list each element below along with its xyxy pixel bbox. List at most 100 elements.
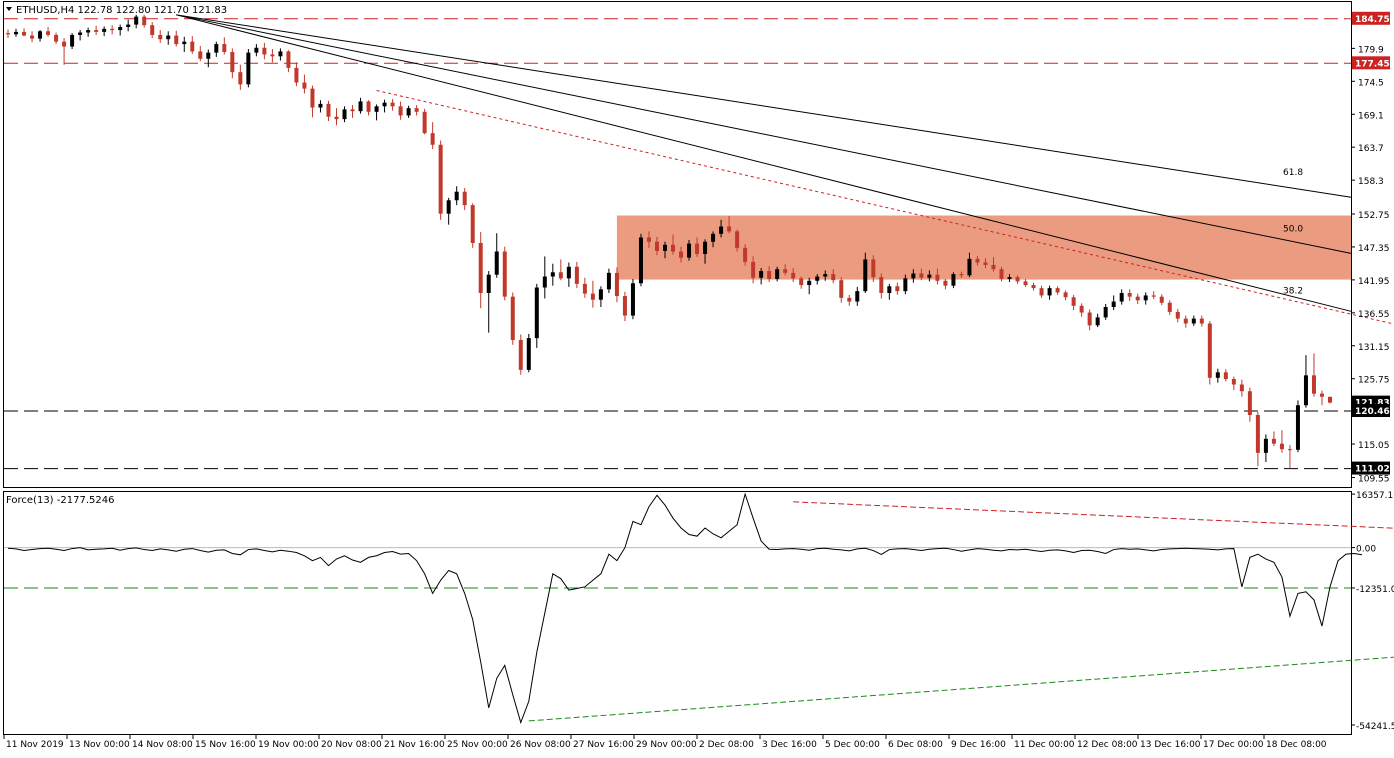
candle-body <box>815 276 820 281</box>
candle-body <box>54 34 59 42</box>
price-label: 177.45 <box>1355 59 1390 69</box>
y-tick-label: 158.3 <box>1358 177 1384 187</box>
candle-body <box>22 31 27 36</box>
candle-body <box>422 111 427 134</box>
candle-body <box>695 243 700 254</box>
candle-body <box>1039 288 1044 296</box>
candle-body <box>414 108 419 112</box>
candle-body <box>1047 288 1052 296</box>
candle-body <box>863 259 868 292</box>
candle-body <box>1023 281 1028 286</box>
candle-body <box>278 51 283 57</box>
candle-body <box>398 106 403 116</box>
candle-body <box>1199 318 1204 324</box>
candle-body <box>1055 288 1060 293</box>
candle-body <box>1247 391 1252 416</box>
candle-body <box>14 31 19 35</box>
candle-body <box>1207 323 1212 378</box>
candle-body <box>1087 312 1092 326</box>
force-y-tick-label: 16357.16 <box>1356 491 1394 501</box>
fib-fan-line <box>176 14 1352 254</box>
main-pane-frame <box>3 1 1352 488</box>
candle-body <box>334 116 339 120</box>
candle-body <box>158 34 163 40</box>
x-tick-label: 3 Dec 16:00 <box>762 740 817 750</box>
candle-body <box>142 16 147 26</box>
candle-body <box>1271 438 1276 444</box>
candle-body <box>486 274 491 293</box>
candle-body <box>6 33 10 35</box>
candle-body <box>1111 301 1116 308</box>
candle-body <box>743 247 748 262</box>
candle-body <box>975 258 980 263</box>
candle-body <box>582 283 587 294</box>
price-label-box <box>1352 403 1390 417</box>
candle-body <box>839 280 844 298</box>
y-tick-label: 179.9 <box>1358 45 1384 55</box>
candle-body <box>1239 384 1244 392</box>
candle-body <box>1135 296 1140 301</box>
indicator-header: Force(13) -2177.5246 <box>6 495 114 506</box>
x-tick-label: 27 Nov 16:00 <box>573 740 634 750</box>
x-tick-label: 11 Dec 00:00 <box>1014 740 1075 750</box>
candle-body <box>518 339 523 370</box>
candle-body <box>791 272 796 279</box>
candle-body <box>102 28 107 32</box>
candle-body <box>198 51 203 59</box>
candle-body <box>262 47 267 55</box>
candle-body <box>1263 438 1268 453</box>
candle-body <box>366 101 371 112</box>
candle-body <box>911 273 916 279</box>
x-tick-label: 19 Nov 00:00 <box>258 740 319 750</box>
candle-body <box>1015 277 1020 282</box>
price-label-box <box>1352 11 1390 25</box>
candle-body <box>671 244 676 252</box>
candle-body <box>935 274 940 281</box>
candle-body <box>1063 292 1068 298</box>
candle-body <box>550 272 555 277</box>
y-tick-label: 109.55 <box>1358 475 1390 485</box>
collapse-triangle-icon[interactable] <box>6 7 12 11</box>
candle-body <box>222 44 227 53</box>
candle-body <box>190 41 195 52</box>
candle-body <box>206 52 211 59</box>
candle-body <box>999 269 1004 279</box>
fib-fan-label: 38.2 <box>1283 286 1303 296</box>
candle-body <box>1303 375 1308 406</box>
symbol-header: ETHUSD,H4 122.78 122.80 121.70 121.83 <box>16 5 227 16</box>
candle-body <box>630 283 635 316</box>
x-tick-label: 18 Dec 08:00 <box>1266 740 1327 750</box>
candle-body <box>510 296 515 340</box>
candle-body <box>38 31 43 39</box>
x-tick-label: 13 Dec 16:00 <box>1140 740 1201 750</box>
candle-body <box>654 241 659 251</box>
candle-body <box>614 272 619 297</box>
x-tick-label: 20 Nov 08:00 <box>321 740 382 750</box>
fib-fan-label: 50.0 <box>1283 224 1303 234</box>
x-tick-label: 29 Nov 00:00 <box>636 740 697 750</box>
candle-body <box>887 286 892 293</box>
candle-body <box>374 106 379 112</box>
candle-body <box>382 102 387 107</box>
candle-body <box>783 269 788 273</box>
candle-body <box>622 296 627 316</box>
candle-body <box>927 274 932 278</box>
candle-body <box>1079 305 1084 313</box>
candle-body <box>1095 317 1100 326</box>
candle-body <box>534 287 539 339</box>
candle-body <box>895 286 900 292</box>
x-tick-label: 11 Nov 2019 <box>6 740 64 750</box>
candle-body <box>470 205 475 243</box>
candle-body <box>1319 393 1324 397</box>
candle-body <box>62 41 67 47</box>
candle-body <box>526 338 531 370</box>
candle-body <box>174 35 179 45</box>
candle-body <box>230 52 235 73</box>
candle-body <box>598 289 603 300</box>
fib-fan-line <box>176 14 1352 198</box>
price-label: 111.02 <box>1355 465 1390 475</box>
candle-body <box>606 272 611 290</box>
fib-fan-label: 61.8 <box>1283 168 1303 178</box>
candle-body <box>294 67 299 83</box>
candle-body <box>1167 302 1172 312</box>
